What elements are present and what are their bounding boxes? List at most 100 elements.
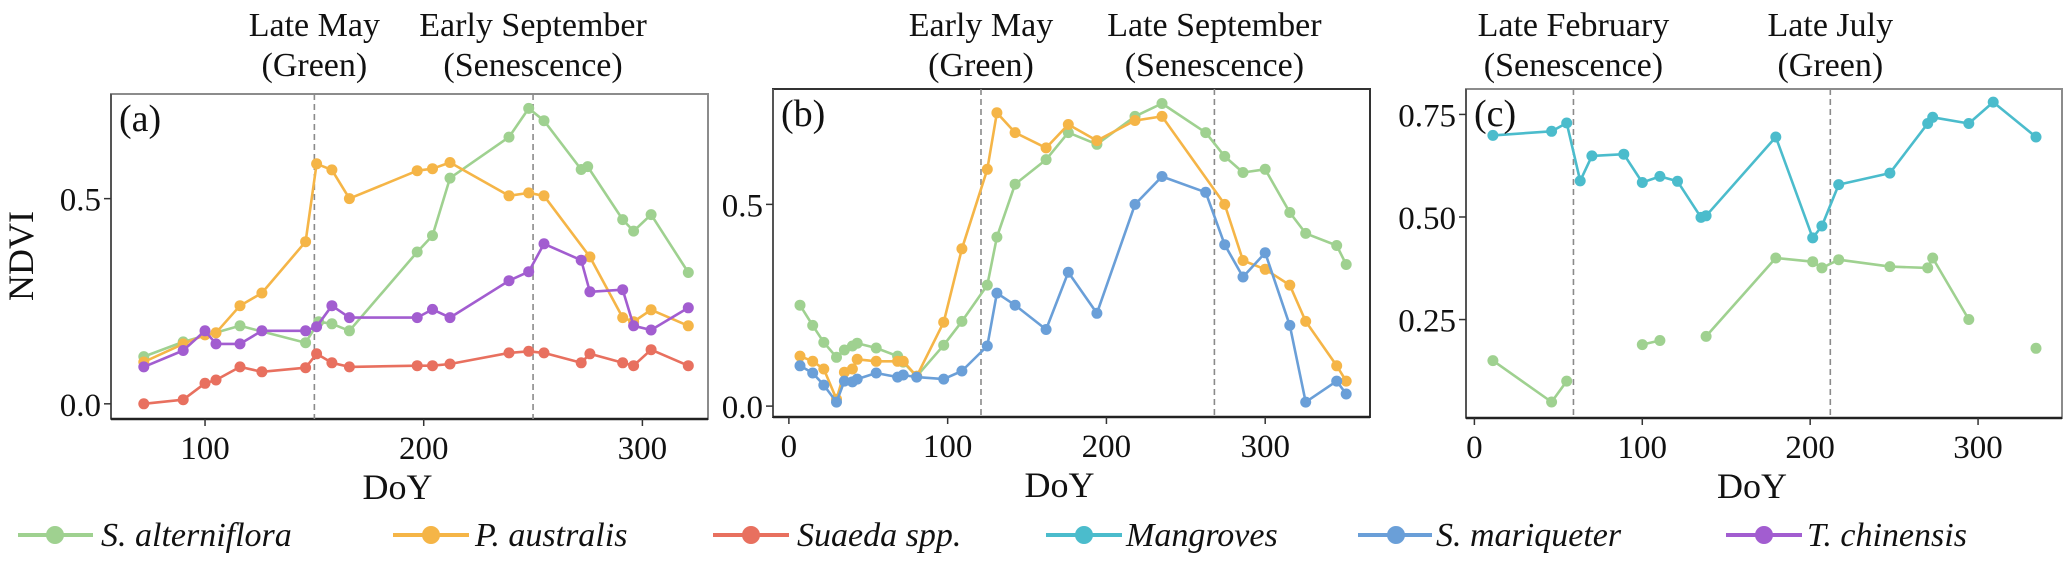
data-point [584, 286, 596, 298]
phase-label-stage: (Senescence) [443, 47, 622, 84]
data-point [1331, 240, 1343, 251]
x-tick-label: 200 [1082, 429, 1132, 465]
plot-frame [110, 93, 709, 420]
x-tick-label: 100 [923, 429, 973, 465]
plot-frame [772, 88, 1371, 418]
x-tick-label: 100 [180, 431, 230, 467]
data-point [682, 320, 694, 332]
y-tick-label: 0.0 [60, 388, 101, 424]
legend-item-suaeda-spp: Suaeda spp. [713, 517, 961, 554]
data-point [343, 312, 355, 324]
data-point [234, 338, 246, 350]
data-point [256, 325, 268, 337]
data-point [177, 345, 189, 356]
panel-a: 0.0 0.5 100 200 300 DoY Late May(Green) Early S… [60, 7, 709, 507]
data-point [1091, 307, 1103, 319]
data-point [1237, 167, 1249, 178]
data-point [1807, 256, 1819, 268]
data-point [1927, 111, 1939, 123]
data-point [1487, 129, 1499, 141]
data-point [682, 267, 694, 278]
x-axis-title: DoY [363, 467, 433, 507]
data-point [1040, 142, 1052, 154]
data-point [2030, 131, 2042, 143]
data-point [1009, 299, 1021, 311]
data-point [300, 362, 312, 374]
data-point [807, 319, 819, 331]
data-point [503, 131, 515, 143]
data-point [1340, 259, 1352, 270]
data-point [981, 279, 993, 291]
data-point [584, 348, 596, 360]
data-point [1654, 170, 1666, 182]
data-point [1062, 127, 1074, 139]
data-point [538, 190, 550, 202]
y-axis-title: NDVI [1, 211, 41, 301]
data-point [1487, 355, 1499, 367]
data-point [1200, 186, 1212, 198]
data-point [846, 363, 858, 375]
phase-label-stage: (Green) [928, 47, 1034, 84]
x-tick-label: 100 [1618, 430, 1668, 466]
data-point [1770, 131, 1782, 143]
data-point [617, 357, 629, 369]
data-point [444, 358, 456, 370]
data-point [991, 287, 1003, 299]
data-point [1922, 262, 1934, 274]
y-tick-label: 0.75 [1398, 98, 1456, 134]
data-point [818, 336, 830, 348]
data-point [1219, 150, 1231, 162]
legend-item-p-australis: P. australis [393, 517, 627, 554]
data-point [818, 379, 830, 391]
data-point [911, 371, 923, 383]
data-point [199, 377, 211, 389]
data-point [1259, 247, 1271, 259]
legend-item-t-chinensis: T. chinensis [1726, 517, 1967, 554]
data-point [300, 337, 312, 349]
data-point [1807, 232, 1819, 244]
data-point [1987, 96, 1999, 108]
data-point [1237, 271, 1249, 283]
data-point [411, 165, 423, 177]
data-point [938, 339, 950, 351]
data-point [807, 367, 819, 379]
data-point [138, 361, 150, 373]
data-point [818, 363, 830, 375]
data-point [1300, 396, 1312, 408]
data-point [234, 320, 246, 332]
data-point [1062, 119, 1074, 130]
data-point [300, 236, 312, 248]
data-point [538, 115, 550, 127]
phase-label-date: Early September [419, 7, 647, 44]
panel-b: 0.0 0.5 0 100 200 300 DoY Early May(Green) Late … [722, 7, 1371, 505]
panel-c: 0.25 0.50 0.75 0 100 200 300 DoY Late February(S… [1398, 7, 2063, 506]
series-line [1492, 100, 2037, 240]
data-point [1963, 314, 1975, 325]
data-point [1654, 335, 1666, 346]
data-point [897, 355, 909, 367]
data-point [897, 369, 909, 381]
data-point [794, 360, 806, 372]
data-point [1700, 330, 1712, 342]
data-point [956, 315, 968, 327]
data-point [523, 345, 535, 357]
data-point [411, 246, 423, 258]
data-point [645, 209, 657, 221]
data-point [794, 299, 806, 311]
data-point [1156, 98, 1168, 109]
data-point [210, 374, 222, 386]
svg-text:P. australis: P. australis [474, 517, 627, 554]
data-point [138, 398, 150, 410]
data-point [645, 344, 657, 356]
data-point [1574, 175, 1586, 187]
data-point [628, 225, 640, 237]
data-point [1009, 127, 1021, 139]
data-point [1091, 135, 1103, 147]
data-point [311, 348, 323, 360]
data-point [617, 214, 629, 226]
data-point [326, 300, 338, 312]
data-point [411, 312, 423, 324]
data-point [1672, 175, 1683, 187]
panel-tag: (a) [119, 98, 161, 140]
svg-text:S. mariqueter: S. mariqueter [1436, 517, 1622, 554]
